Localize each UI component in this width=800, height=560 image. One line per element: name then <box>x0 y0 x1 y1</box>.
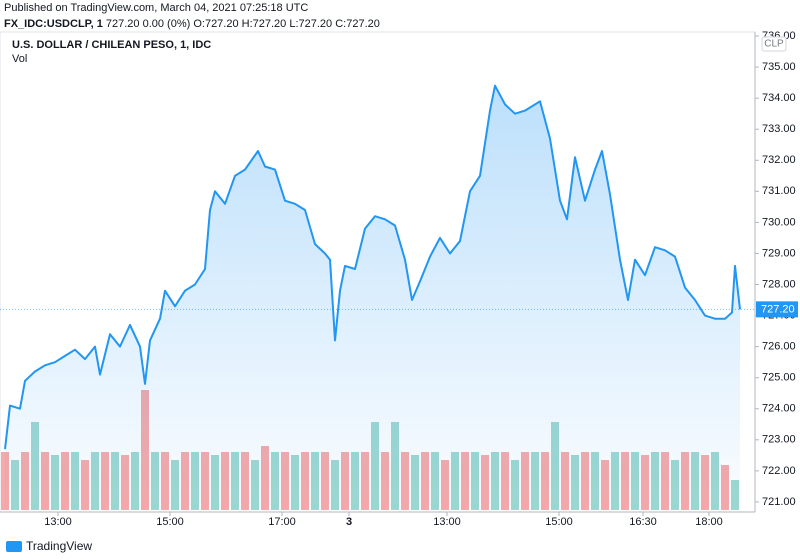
brand-text: TradingView <box>26 539 92 553</box>
chart-title: U.S. DOLLAR / CHILEAN PESO, 1, IDC <box>12 39 211 51</box>
y-tick-label: 732.00 <box>762 154 796 166</box>
brand-logo <box>6 541 22 552</box>
x-tick-label: 15:00 <box>156 516 184 528</box>
y-tick-label: 722.00 <box>762 465 796 477</box>
y-tick-label: 721.00 <box>762 496 796 508</box>
last-price-box <box>756 301 798 318</box>
brand: TradingView <box>6 539 92 553</box>
published: Published on TradingView.com, March 04, … <box>4 2 309 14</box>
x-tick-label: 13:00 <box>433 516 461 528</box>
quote-line: FX_IDC:USDCLP, 1 727.20 0.00 (0%) O:727.… <box>4 16 380 32</box>
y-tick-label: 729.00 <box>762 247 796 259</box>
y-tick-label: 726.00 <box>762 341 796 353</box>
header: Published on TradingView.com, March 04, … <box>4 0 380 32</box>
y-tick-label: 725.00 <box>762 372 796 384</box>
y-tick-label: 723.00 <box>762 434 796 446</box>
currency-label: CLP <box>764 39 784 50</box>
y-tick-label: 728.00 <box>762 278 796 290</box>
y-tick-label: 731.00 <box>762 185 796 197</box>
x-tick-label: 15:00 <box>545 516 573 528</box>
last-price-label: 727.20 <box>761 303 795 315</box>
y-tick-label: 724.00 <box>762 403 796 415</box>
y-tick-label: 735.00 <box>762 61 796 73</box>
y-tick-label: 734.00 <box>762 92 796 104</box>
volume-label: Vol <box>12 53 27 65</box>
x-tick-label: 13:00 <box>44 516 72 528</box>
y-tick-label: 730.00 <box>762 216 796 228</box>
y-tick-label: 733.00 <box>762 123 796 135</box>
x-tick-label: 17:00 <box>268 516 296 528</box>
price-line <box>4 84 741 450</box>
x-tick-label: 3 <box>346 516 352 528</box>
symbol: FX_IDC:USDCLP, 1 <box>4 18 103 30</box>
x-tick-label: 16:30 <box>629 516 657 528</box>
quote: 727.20 0.00 (0%) O:727.20 H:727.20 L:727… <box>105 18 380 30</box>
currency-box <box>761 36 787 52</box>
x-tick-label: 18:00 <box>695 516 723 528</box>
area <box>5 85 740 510</box>
